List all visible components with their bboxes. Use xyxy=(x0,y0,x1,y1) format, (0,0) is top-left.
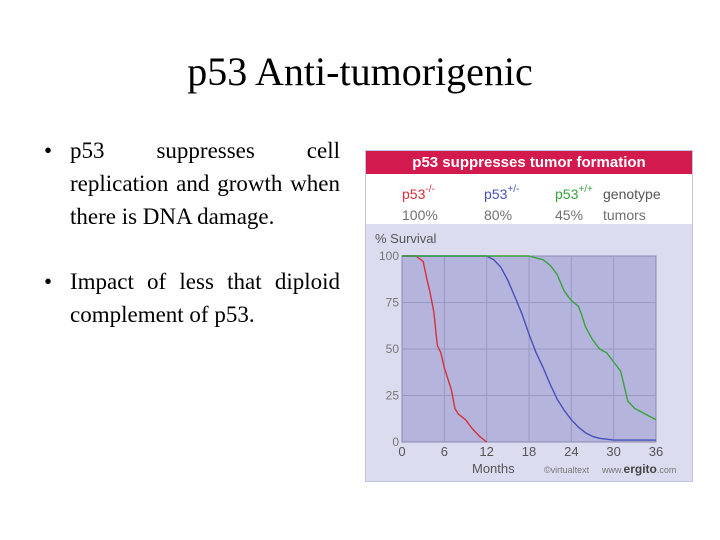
bullet-dot: • xyxy=(44,269,53,294)
series-line-p53-plus-plus xyxy=(402,255,657,421)
site-credit: www.ergito.com xyxy=(601,462,676,476)
legend-panel xyxy=(366,174,692,224)
y-tick-label: 0 xyxy=(392,435,399,449)
legend-plus-plus-label: p53+/+ xyxy=(555,184,593,202)
bullet-item: • p53 suppresses cell replication and gr… xyxy=(44,134,340,233)
x-tick-label: 30 xyxy=(606,444,620,459)
bullet-text: p53 suppresses cell replication and grow… xyxy=(70,138,340,229)
x-tick-label: 18 xyxy=(522,444,536,459)
bullet-item: • Impact of less that diploid complement… xyxy=(44,265,340,331)
grid xyxy=(402,256,656,442)
bullet-list: • p53 suppresses cell replication and gr… xyxy=(44,134,340,363)
y-tick-labels: 0 25 50 75 100 xyxy=(379,249,399,449)
x-tick-label: 36 xyxy=(649,444,663,459)
y-tick-label: 100 xyxy=(379,249,399,263)
survival-figure: p53 suppresses tumor formation p53-/- p5… xyxy=(365,150,693,482)
x-tick-labels: 0 6 12 18 24 30 36 xyxy=(398,444,663,459)
legend-plus-plus-pct: 45% xyxy=(555,207,583,223)
copyright-credit: ©virtualtext xyxy=(544,465,590,475)
x-axis-label: Months xyxy=(472,461,515,476)
bullet-text: Impact of less that diploid complement o… xyxy=(70,269,340,327)
chart-svg: p53-/- p53+/- p53+/+ genotype 100% 80% 4… xyxy=(375,184,676,476)
y-tick-label: 50 xyxy=(386,342,400,356)
x-tick-label: 6 xyxy=(441,444,448,459)
bullet-dot: • xyxy=(44,138,53,163)
legend-plus-minus-pct: 80% xyxy=(484,207,512,223)
x-tick-label: 0 xyxy=(398,444,405,459)
legend-genotype-label: genotype xyxy=(603,186,661,202)
legend-tumors-label: tumors xyxy=(603,207,646,223)
legend-plus-minus-label: p53+/- xyxy=(484,184,519,202)
legend-minus-minus-label: p53-/- xyxy=(402,184,435,202)
legend-minus-minus-pct: 100% xyxy=(402,207,438,223)
series-line-p53-minus-minus xyxy=(402,255,488,443)
series-line-p53-plus-minus xyxy=(402,255,656,441)
y-axis-label: % Survival xyxy=(375,231,437,246)
series-lines xyxy=(402,255,657,443)
chart-title: p53 suppresses tumor formation xyxy=(366,151,692,174)
x-tick-label: 12 xyxy=(479,444,493,459)
y-tick-label: 75 xyxy=(386,296,400,310)
x-tick-label: 24 xyxy=(564,444,578,459)
slide-title: p53 Anti-tumorigenic xyxy=(187,49,533,94)
y-tick-label: 25 xyxy=(386,389,400,403)
